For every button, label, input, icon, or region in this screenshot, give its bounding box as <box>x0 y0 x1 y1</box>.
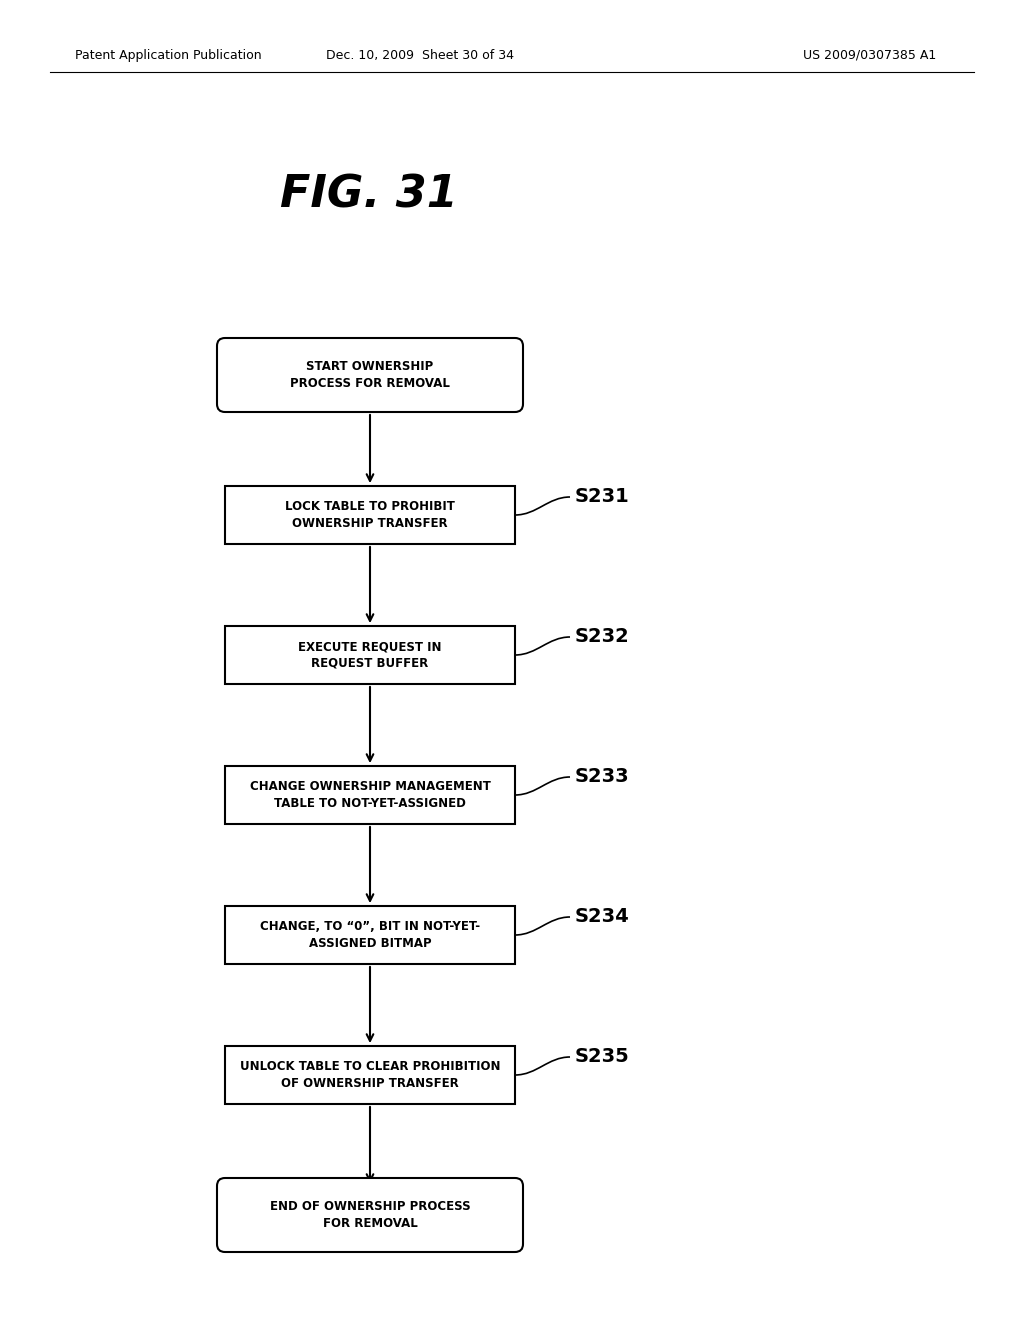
Text: Dec. 10, 2009  Sheet 30 of 34: Dec. 10, 2009 Sheet 30 of 34 <box>326 49 514 62</box>
FancyBboxPatch shape <box>225 626 515 684</box>
Text: S233: S233 <box>575 767 630 787</box>
FancyBboxPatch shape <box>225 1045 515 1104</box>
Text: LOCK TABLE TO PROHIBIT
OWNERSHIP TRANSFER: LOCK TABLE TO PROHIBIT OWNERSHIP TRANSFE… <box>285 500 455 531</box>
FancyBboxPatch shape <box>225 906 515 964</box>
Text: END OF OWNERSHIP PROCESS
FOR REMOVAL: END OF OWNERSHIP PROCESS FOR REMOVAL <box>269 1200 470 1230</box>
FancyBboxPatch shape <box>217 338 523 412</box>
Text: UNLOCK TABLE TO CLEAR PROHIBITION
OF OWNERSHIP TRANSFER: UNLOCK TABLE TO CLEAR PROHIBITION OF OWN… <box>240 1060 501 1090</box>
Text: S235: S235 <box>575 1048 630 1067</box>
Text: Patent Application Publication: Patent Application Publication <box>75 49 261 62</box>
Text: CHANGE, TO “0”, BIT IN NOT-YET-
ASSIGNED BITMAP: CHANGE, TO “0”, BIT IN NOT-YET- ASSIGNED… <box>260 920 480 950</box>
FancyBboxPatch shape <box>217 1177 523 1251</box>
FancyBboxPatch shape <box>225 766 515 824</box>
Text: EXECUTE REQUEST IN
REQUEST BUFFER: EXECUTE REQUEST IN REQUEST BUFFER <box>298 640 441 671</box>
FancyBboxPatch shape <box>225 486 515 544</box>
Text: US 2009/0307385 A1: US 2009/0307385 A1 <box>804 49 937 62</box>
Text: S234: S234 <box>575 908 630 927</box>
Text: START OWNERSHIP
PROCESS FOR REMOVAL: START OWNERSHIP PROCESS FOR REMOVAL <box>290 360 450 389</box>
Text: FIG. 31: FIG. 31 <box>280 173 458 216</box>
Text: S231: S231 <box>575 487 630 507</box>
Text: S232: S232 <box>575 627 630 647</box>
Text: CHANGE OWNERSHIP MANAGEMENT
TABLE TO NOT-YET-ASSIGNED: CHANGE OWNERSHIP MANAGEMENT TABLE TO NOT… <box>250 780 490 810</box>
